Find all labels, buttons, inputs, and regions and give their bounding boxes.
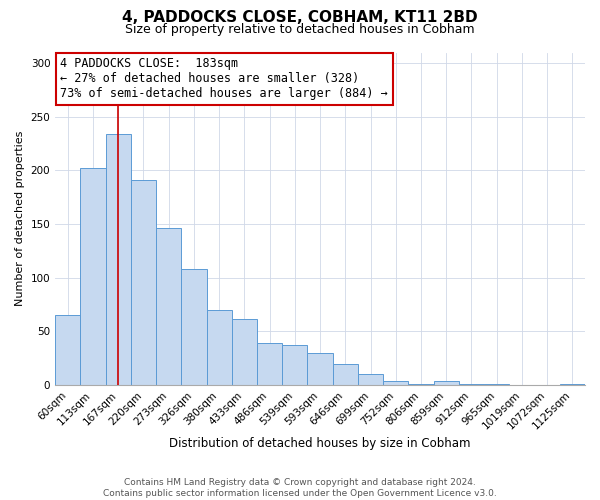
Bar [232, 318, 257, 385]
Bar [358, 374, 383, 385]
Bar [156, 228, 181, 385]
Bar [484, 384, 509, 385]
Bar [131, 180, 156, 385]
Bar [409, 384, 434, 385]
Text: Size of property relative to detached houses in Cobham: Size of property relative to detached ho… [125, 22, 475, 36]
Bar [80, 168, 106, 385]
Bar [181, 269, 206, 385]
Bar [282, 346, 307, 385]
Y-axis label: Number of detached properties: Number of detached properties [15, 131, 25, 306]
X-axis label: Distribution of detached houses by size in Cobham: Distribution of detached houses by size … [169, 437, 471, 450]
Bar [332, 364, 358, 385]
Bar [55, 316, 80, 385]
Bar [257, 343, 282, 385]
Bar [434, 380, 459, 385]
Bar [560, 384, 585, 385]
Bar [459, 384, 484, 385]
Bar [307, 353, 332, 385]
Text: Contains HM Land Registry data © Crown copyright and database right 2024.
Contai: Contains HM Land Registry data © Crown c… [103, 478, 497, 498]
Bar [383, 380, 409, 385]
Text: 4 PADDOCKS CLOSE:  183sqm
← 27% of detached houses are smaller (328)
73% of semi: 4 PADDOCKS CLOSE: 183sqm ← 27% of detach… [61, 58, 388, 100]
Bar [106, 134, 131, 385]
Bar [206, 310, 232, 385]
Text: 4, PADDOCKS CLOSE, COBHAM, KT11 2BD: 4, PADDOCKS CLOSE, COBHAM, KT11 2BD [122, 10, 478, 25]
